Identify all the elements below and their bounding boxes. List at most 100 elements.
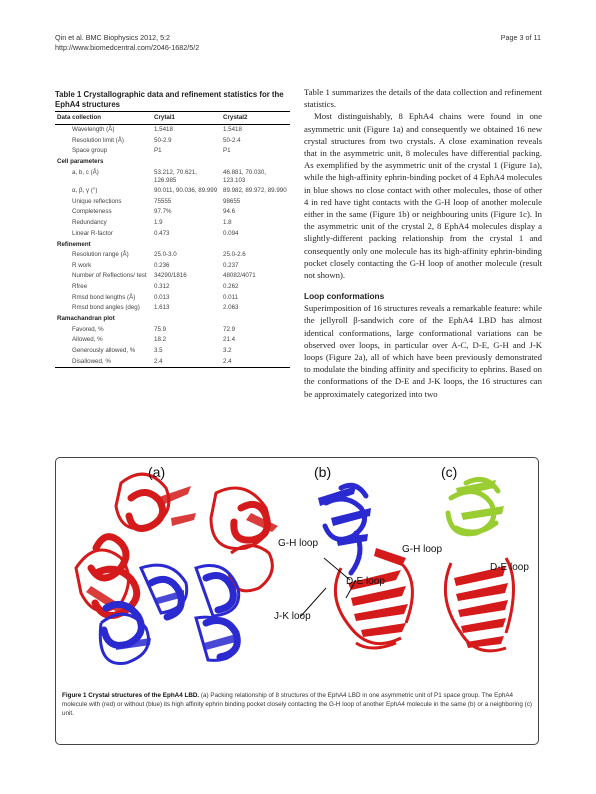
table-cell: Wavelength (Å) [72,126,115,134]
table-cell: 0.236 [154,261,170,269]
table-cell: 18.2 [154,336,167,344]
table-caption: Table 1 Crystallographic data and refine… [55,90,284,109]
table-header-cell: Crystal2 [221,111,290,125]
table-cell: Number of Reflections/ test [72,272,147,280]
paragraph: Table 1 summarizes the details of the da… [304,87,542,110]
table-cell: Redundancy [72,218,107,226]
table-cell: Disallowed, % [55,356,152,368]
table-cell: 2.063 [223,304,239,312]
table-row: Rfree 0.312 0.262 [55,282,290,293]
table-section-label: Ramachandran plot [57,315,115,323]
figure-caption-title: Figure 1 Crystal structures of the EphA4… [62,692,200,699]
panel-b-structure [300,482,414,650]
table-cell: 0.013 [154,293,170,301]
table-body: Wavelength (Å) 1.5418 1.5418 Resolution lim… [55,124,290,368]
de-loop-label-b: D-E loop [346,576,385,587]
table-cell: Favored, % [72,325,104,333]
section-heading: Loop conformations [304,291,385,302]
page-number: Page 3 of 11 [500,33,541,42]
table-cell: 21.4 [223,336,236,344]
header-authors: Qin et al. BMC Biophysics 2012, 5:2 [55,33,171,42]
table-cell: 0.262 [223,283,239,290]
table-cell: Rfree [72,283,88,290]
table-cell: 46.881, 70.030, 123.103 [223,168,267,184]
table-row: Resolution range (Å) 25.0-3.0 25.0-2.6 [55,250,290,261]
table-row: Linear R-factor 0.473 0.094 [55,228,290,239]
table-row: Rmsd bond angles (deg) 1.613 2.063 [55,303,290,314]
table-cell: 50-2.9 [154,136,172,144]
table-cell: 72.9 [223,325,236,333]
table-cell: Rmsd bond angles (deg) [72,304,140,312]
figure-1: (a) (b) (c) G-H loop D-E loop J-K loop G… [55,457,539,745]
table-row: Space group P1 P1 [55,146,290,157]
crystallographic-table: Data collection Crytal1 Crystal2 Wavelen… [55,111,290,368]
header-url[interactable]: http://www.biomedcentral.com/2046-1682/5… [55,43,200,52]
table-cell: 25.0-3.0 [154,251,177,259]
table-cell: Unique reflections [72,197,122,205]
table-row: R work 0.236 0.237 [55,260,290,271]
table-cell: 75.9 [154,325,167,333]
table-cell: Rmsd bond lengths (Å) [72,293,136,301]
body-text: Table 1 summarizes the details of the da… [304,86,542,400]
table-cell: P1 [223,147,231,155]
table-cell: α, β, γ (°) [72,187,98,195]
table-header-row: Data collection Crytal1 Crystal2 [55,111,290,125]
table-row: Allowed, % 18.2 21.4 [55,335,290,346]
table-cell: 0.011 [223,293,239,301]
table-row: Number of Reflections/ test 34290/1816 480… [55,271,290,282]
table-cell: 50-2.4 [223,136,241,144]
paragraph: Most distinguishably, 8 EphA4 chains wer… [304,111,542,281]
table-cell: Resolution range (Å) [72,251,129,259]
table-cell: 2.4 [221,356,290,368]
table-cell: 3.5 [154,347,163,355]
table-cell: 1.5418 [154,126,173,134]
table-row: Resolution limit (Å) 50-2.9 50-2.4 [55,135,290,146]
table-cell: 1.9 [154,218,163,226]
table-cell: 98655 [223,197,241,205]
table-row: Unique reflections 75555 98655 [55,196,290,207]
table-cell: Completeness [72,208,112,216]
table-section-row: Cell parameters [55,156,290,167]
panel-a-structures [74,472,278,665]
table-cell: 0.473 [154,229,170,237]
table-row: Wavelength (Å) 1.5418 1.5418 [55,124,290,135]
table-cell: 90.011, 90.036, 89.999 [154,187,218,195]
table-cell: 0.312 [154,283,170,290]
panel-label-a: (a) [148,464,166,480]
table-cell: Allowed, % [72,336,103,344]
de-loop-label-c: D-E loop [490,562,529,573]
running-header: Qin et al. BMC Biophysics 2012, 5:2 http… [55,33,199,53]
table-row: Generously allowed, % 3.5 3.2 [55,346,290,357]
table-cell: Linear R-factor [72,229,113,237]
panel-label-b: (b) [314,464,332,480]
table-row: Disallowed, % 2.4 2.4 [55,356,290,368]
figure-caption-text: (a) Packing relationship of 8 structures… [62,692,532,717]
table-section-row: Refinement [55,239,290,250]
table-cell: 3.2 [223,347,232,355]
table-cell: Generously allowed, % [72,347,136,355]
table-cell: 97.7% [154,208,172,216]
table-cell: 1.5418 [223,126,242,134]
table-cell: 53.212, 70.621, 126.985 [154,168,198,184]
table-cell: 94.6 [223,208,236,216]
table-cell: 75555 [154,197,172,205]
table-section-label: Cell parameters [57,158,104,166]
table-cell: 2.4 [152,356,221,368]
table-cell: Space group [72,147,108,155]
table-cell: 89.982, 89.972, 89.990 [223,187,287,195]
gh-loop-label-c: G-H loop [402,544,443,555]
table-cell: Resolution limit (Å) [72,136,124,144]
table-section-label: Refinement [57,240,91,248]
gh-loop-label-b: G-H loop [278,538,319,549]
table-cell: a, b, c (Å) [72,168,99,176]
paragraph: Superimposition of 16 structures reveals… [304,303,542,399]
table-row: a, b, c (Å) 53.212, 70.621, 126.985 46.881… [55,167,290,185]
panel-c-structure [443,476,515,653]
protein-structure-illustration [74,472,515,665]
table-cell: 34290/1816 [154,272,187,280]
jk-loop-label-b: J-K loop [274,611,311,622]
table-row: Rmsd bond lengths (Å) 0.013 0.011 [55,292,290,303]
table-header-cell: Data collection [55,111,152,125]
table-row: Favored, % 75.9 72.9 [55,324,290,335]
table-cell: P1 [154,147,162,155]
